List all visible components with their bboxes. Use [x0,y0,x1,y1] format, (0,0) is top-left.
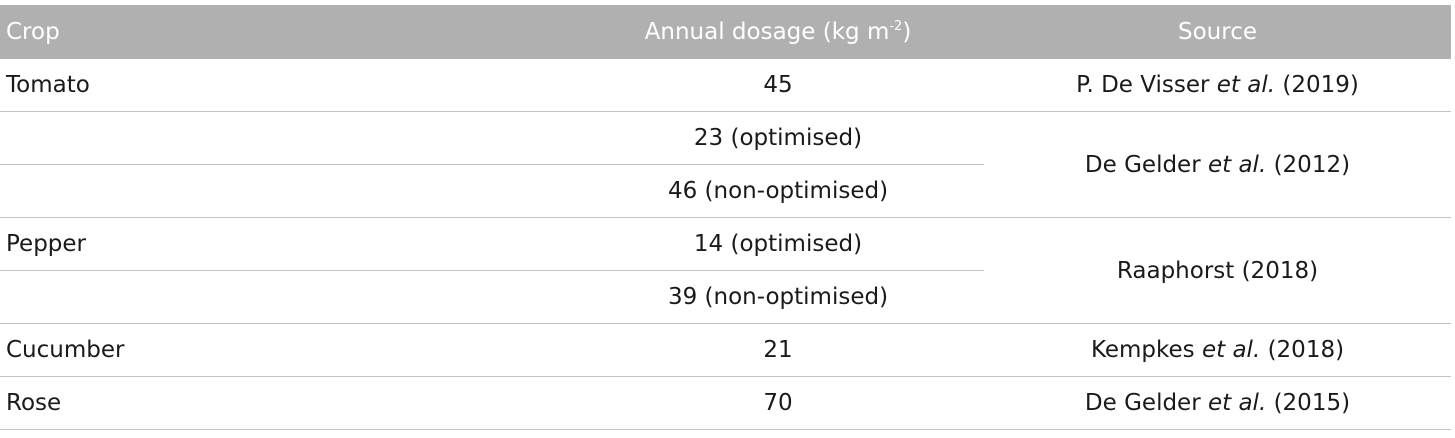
header-row: Crop Annual dosage (kg m-2) Source [0,5,1451,59]
source-etal: et al. [1207,151,1267,178]
source-year: (2018) [1260,337,1345,363]
source-author: De Gelder [1084,151,1208,178]
source-cell: P. De Visser et al. (2019) [984,59,1451,112]
source-year: (2019) [1275,72,1359,98]
source-year: (2012) [1266,151,1351,178]
table-header: Crop Annual dosage (kg m-2) Source [0,5,1451,59]
crop-cell [0,270,572,324]
table-row: Cucumber 21 Kempkes et al. (2018) [0,323,1451,377]
crop-cell: Tomato [0,59,572,112]
source-etal: et al. [1216,72,1276,98]
source-cell: Raaphorst (2018) [984,217,1451,324]
header-source: Source [984,5,1451,59]
table-row: 39 (non-optimised) [0,270,1451,324]
source-author: Raaphorst (2018) [1116,257,1319,284]
dosage-cell: 46 (non-optimised) [572,164,984,218]
crop-cell: Cucumber [0,323,572,377]
table-row: 23 (optimised) De Gelder et al. (2012) [0,111,1451,218]
source-author: P. De Visser [1076,72,1217,98]
source-etal: et al. [1207,390,1267,416]
table-row: Rose 70 De Gelder et al. (2015) [0,376,1451,430]
crop-cell [0,164,572,218]
header-dosage-exponent: -2 [889,19,903,34]
header-dosage: Annual dosage (kg m-2) [572,5,984,59]
dosage-cell: 70 [572,376,984,430]
header-dosage-close: ) [902,19,912,45]
dosage-cell: 39 (non-optimised) [572,270,984,324]
source-cell: De Gelder et al. (2015) [984,376,1451,430]
source-cell: De Gelder et al. (2012) [984,111,1451,218]
dosage-cell: 45 [572,59,984,112]
crop-cell: Rose [0,376,572,430]
crop-cell [0,111,572,165]
header-crop: Crop [0,5,572,59]
dosage-cell: 14 (optimised) [572,217,984,271]
source-year: (2015) [1266,390,1351,416]
source-author: Kempkes [1090,337,1202,363]
table-row: Pepper 14 (optimised) Raaphorst (2018) [0,217,1451,324]
dosage-cell: 23 (optimised) [572,111,984,165]
table-body: Tomato 45 P. De Visser et al. (2019) 23 … [0,59,1451,430]
source-etal: et al. [1201,337,1261,363]
source-cell: Kempkes et al. (2018) [984,323,1451,377]
header-dosage-text: Annual dosage (kg m [644,19,890,45]
table-row: Tomato 45 P. De Visser et al. (2019) [0,59,1451,112]
crop-cell: Pepper [0,217,572,271]
dosage-cell: 21 [572,323,984,377]
source-author: De Gelder [1084,390,1208,416]
table-row: 46 (non-optimised) [0,164,1451,218]
dosage-table: Crop Annual dosage (kg m-2) Source Tomat… [0,5,1451,430]
